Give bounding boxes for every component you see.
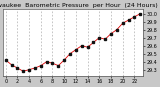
Title: Milwaukee  Barometric Pressure  per Hour  (24 Hours): Milwaukee Barometric Pressure per Hour (… (0, 3, 158, 8)
